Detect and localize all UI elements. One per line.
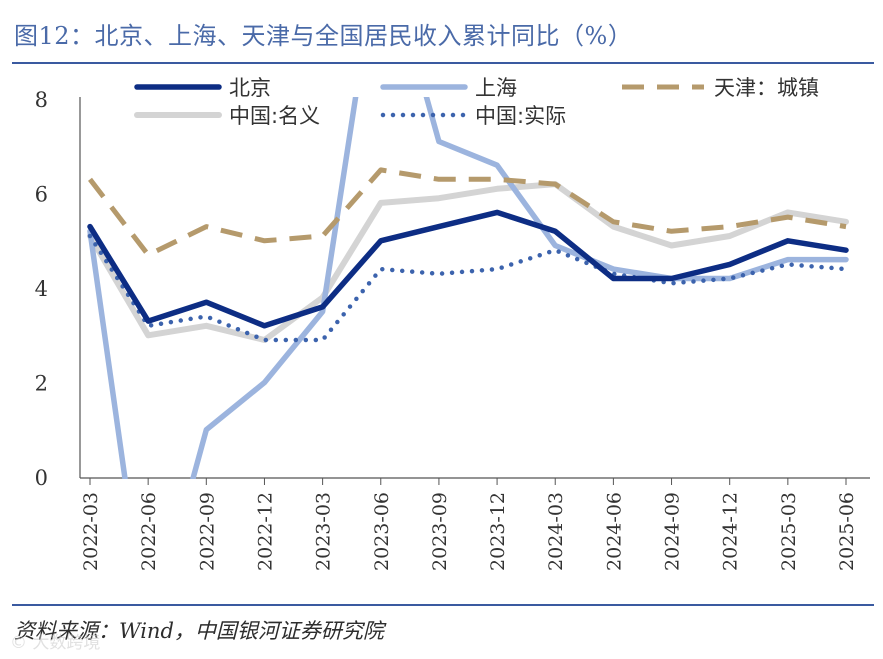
x-tick-label: 2023-12 [487,492,509,571]
watermark: © 大数跨境 [10,633,101,653]
x-tick-label: 2025-06 [836,492,858,571]
source-note: 资料来源：Wind，中国银河证券研究院 [14,619,384,643]
x-tick-label: 2023-09 [429,492,451,571]
legend-label-tianjin: 天津：城镇 [714,76,819,100]
y-tick-label: 0 [35,466,48,490]
x-tick-label: 2023-03 [313,492,335,571]
legend-label-shanghai: 上海 [475,76,517,100]
y-tick-label: 2 [35,372,48,396]
x-tick-label: 2022-03 [80,492,102,571]
series-layer [87,97,849,479]
x-tick-label: 2024-06 [603,492,625,571]
figure-title: 图12：北京、上海、天津与全国居民收入累计同比（%） [14,22,633,50]
x-tick-label: 2024-12 [720,492,742,571]
title-rule [12,62,874,64]
source-rule [12,604,874,606]
x-tick-label: 2023-06 [371,492,393,571]
series-line-shanghai [87,97,849,479]
x-tick-label: 2025-03 [778,492,800,571]
y-tick-label: 8 [35,88,48,112]
x-tick-label: 2022-06 [138,492,160,571]
y-tick-label: 4 [35,277,48,301]
legend-label-national_nominal: 中国:名义 [229,104,320,128]
chart-axes: 0 2 4 6 8 2022-03 2022-06 2022-09 2022-12 2023-03… [35,88,870,571]
series-line-tianjin [88,167,847,258]
series-line-national_nominal [87,181,849,343]
x-tick-label: 2024-09 [662,492,684,571]
x-tick-label: 2022-09 [196,492,218,571]
series-line-beijing [87,209,849,329]
legend-label-beijing: 北京 [229,76,271,100]
legend-label-national_real: 中国:实际 [475,104,566,128]
y-tick-label: 6 [35,183,48,207]
x-tick-label: 2022-12 [254,492,276,571]
x-tick-label: 2024-03 [545,492,567,571]
